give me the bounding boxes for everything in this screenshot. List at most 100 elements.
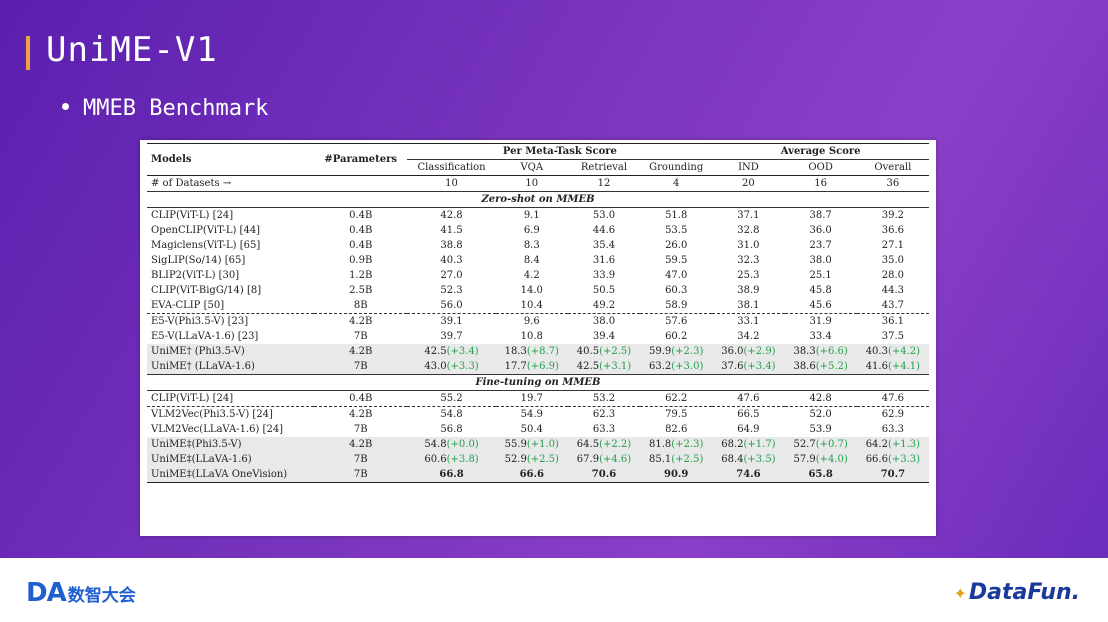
score-cell: 56.0 — [407, 298, 495, 314]
score-cell: 34.2 — [712, 329, 784, 344]
score-value: 9.1 — [523, 210, 540, 221]
score-cell: 62.2 — [640, 391, 712, 407]
score-cell: 57.6 — [640, 313, 713, 329]
score-value: 25.3 — [737, 270, 760, 281]
score-value: 47.6 — [881, 393, 904, 404]
header-params: #Parameters — [313, 143, 408, 176]
score-cell: 58.9 — [640, 298, 712, 314]
score-value: 17.7 — [504, 361, 527, 372]
score-cell: 38.3(+6.6) — [784, 344, 857, 359]
score-cell: 55.2 — [407, 391, 495, 407]
score-gain: (+4.1) — [887, 361, 921, 372]
params-cell: 7B — [353, 424, 368, 435]
score-value: 41.5 — [440, 225, 463, 236]
table-row: BLIP2(ViT-L) [30] 1.2B 27.0 4.2 33.9 47.0 25.3… — [147, 268, 929, 283]
score-value: 40.3 — [440, 255, 463, 266]
score-cell: 52.9(+2.5) — [495, 452, 568, 467]
score-gain: (+3.3) — [887, 454, 921, 465]
score-cell: 45.8 — [785, 283, 857, 298]
header-col: Classification — [417, 162, 486, 173]
score-gain: (+2.5) — [526, 454, 559, 465]
score-gain: (+3.5) — [743, 454, 776, 465]
score-cell: 44.3 — [857, 283, 929, 298]
score-cell: 50.5 — [568, 283, 640, 298]
score-gain: (+1.7) — [743, 439, 776, 450]
score-cell: 62.3 — [567, 406, 641, 422]
score-gain: (+3.3) — [446, 361, 479, 372]
score-value: 50.5 — [592, 285, 616, 296]
params-cell: 0.9B — [349, 255, 373, 266]
params-cell: 2.5B — [349, 285, 373, 296]
score-value: 66.5 — [737, 409, 760, 420]
score-cell: 38.9 — [712, 283, 784, 298]
bullet-text: MMEB Benchmark — [83, 96, 269, 121]
model-name-cell: UniME‡(Phi3.5-V) — [147, 437, 314, 452]
score-gain: (+2.3) — [671, 439, 704, 450]
score-value: 9.6 — [523, 316, 540, 327]
score-cell: 62.9 — [856, 406, 929, 422]
footer — [0, 558, 1108, 622]
score-cell: 39.7 — [407, 329, 495, 344]
score-value: 6.9 — [523, 225, 540, 236]
score-gain: (+2.5) — [671, 454, 704, 465]
score-cell: 38.7 — [785, 208, 857, 224]
score-value: 37.5 — [881, 331, 904, 342]
score-cell: 57.9(+4.0) — [784, 452, 857, 467]
header-average: Average Score — [712, 143, 929, 160]
score-cell: 37.6(+3.4) — [712, 359, 785, 375]
score-value: 38.0 — [809, 255, 832, 266]
score-cell: 56.8 — [407, 422, 495, 437]
score-cell: 38.0 — [785, 253, 857, 268]
score-cell: 10.8 — [496, 329, 568, 344]
score-value: 52.3 — [440, 285, 463, 296]
score-cell: 27.1 — [857, 238, 929, 253]
score-value: 43.0 — [424, 361, 447, 372]
score-gain: (+8.7) — [526, 346, 559, 357]
score-value: 52.0 — [809, 409, 832, 420]
score-value: 47.6 — [737, 393, 760, 404]
score-cell: 70.6 — [567, 467, 641, 483]
score-cell: 37.1 — [712, 208, 784, 224]
datasets-row: # of Datasets → 10 10 12 4 20 16 36 — [147, 175, 929, 192]
score-value: 37.1 — [737, 210, 760, 221]
datafun-swirl-icon: ✦ — [953, 584, 967, 603]
score-value: 53.0 — [592, 210, 616, 221]
score-cell: 42.8 — [407, 208, 495, 224]
score-value: 64.2 — [865, 439, 888, 450]
params-cell: 8B — [353, 300, 368, 311]
params-cell: 7B — [353, 331, 368, 342]
score-cell: 40.3(+4.2) — [856, 344, 929, 359]
score-cell: 53.0 — [568, 208, 640, 224]
score-cell: 44.6 — [568, 223, 640, 238]
score-cell: 38.1 — [712, 298, 784, 314]
score-cell: 31.6 — [568, 253, 640, 268]
score-cell: 60.2 — [640, 329, 712, 344]
score-value: 39.7 — [440, 331, 463, 342]
score-value: 55.2 — [440, 393, 463, 404]
score-cell: 38.8 — [407, 238, 495, 253]
score-value: 60.3 — [665, 285, 688, 296]
score-value: 59.9 — [649, 346, 672, 357]
score-cell: 26.0 — [640, 238, 712, 253]
score-cell: 38.0 — [567, 313, 641, 329]
params-cell: 0.4B — [349, 210, 373, 221]
dataset-count: 10 — [407, 175, 496, 192]
score-value: 18.3 — [504, 346, 527, 357]
score-value: 53.5 — [665, 225, 688, 236]
score-cell: 52.7(+0.7) — [784, 437, 857, 452]
score-cell: 81.8(+2.3) — [640, 437, 713, 452]
datafun-logo-text: DataFun. — [968, 580, 1080, 605]
score-value: 43.7 — [881, 300, 904, 311]
score-cell: 41.6(+4.1) — [856, 359, 929, 375]
score-value: 8.4 — [523, 255, 540, 266]
score-cell: 54.8 — [407, 406, 496, 422]
model-name-cell: UniME† (LLaVA-1.6) — [147, 359, 314, 375]
score-value: 49.2 — [592, 300, 616, 311]
params-cell: 4.2B — [313, 344, 408, 359]
score-value: 33.1 — [737, 316, 760, 327]
score-cell: 51.8 — [640, 208, 712, 224]
model-name-cell: CLIP(ViT-L) [24] — [151, 393, 234, 404]
model-name-cell: SigLIP(So/14) [65] — [151, 255, 246, 266]
score-cell: 42.5(+3.4) — [407, 344, 496, 359]
score-cell: 35.4 — [568, 238, 640, 253]
